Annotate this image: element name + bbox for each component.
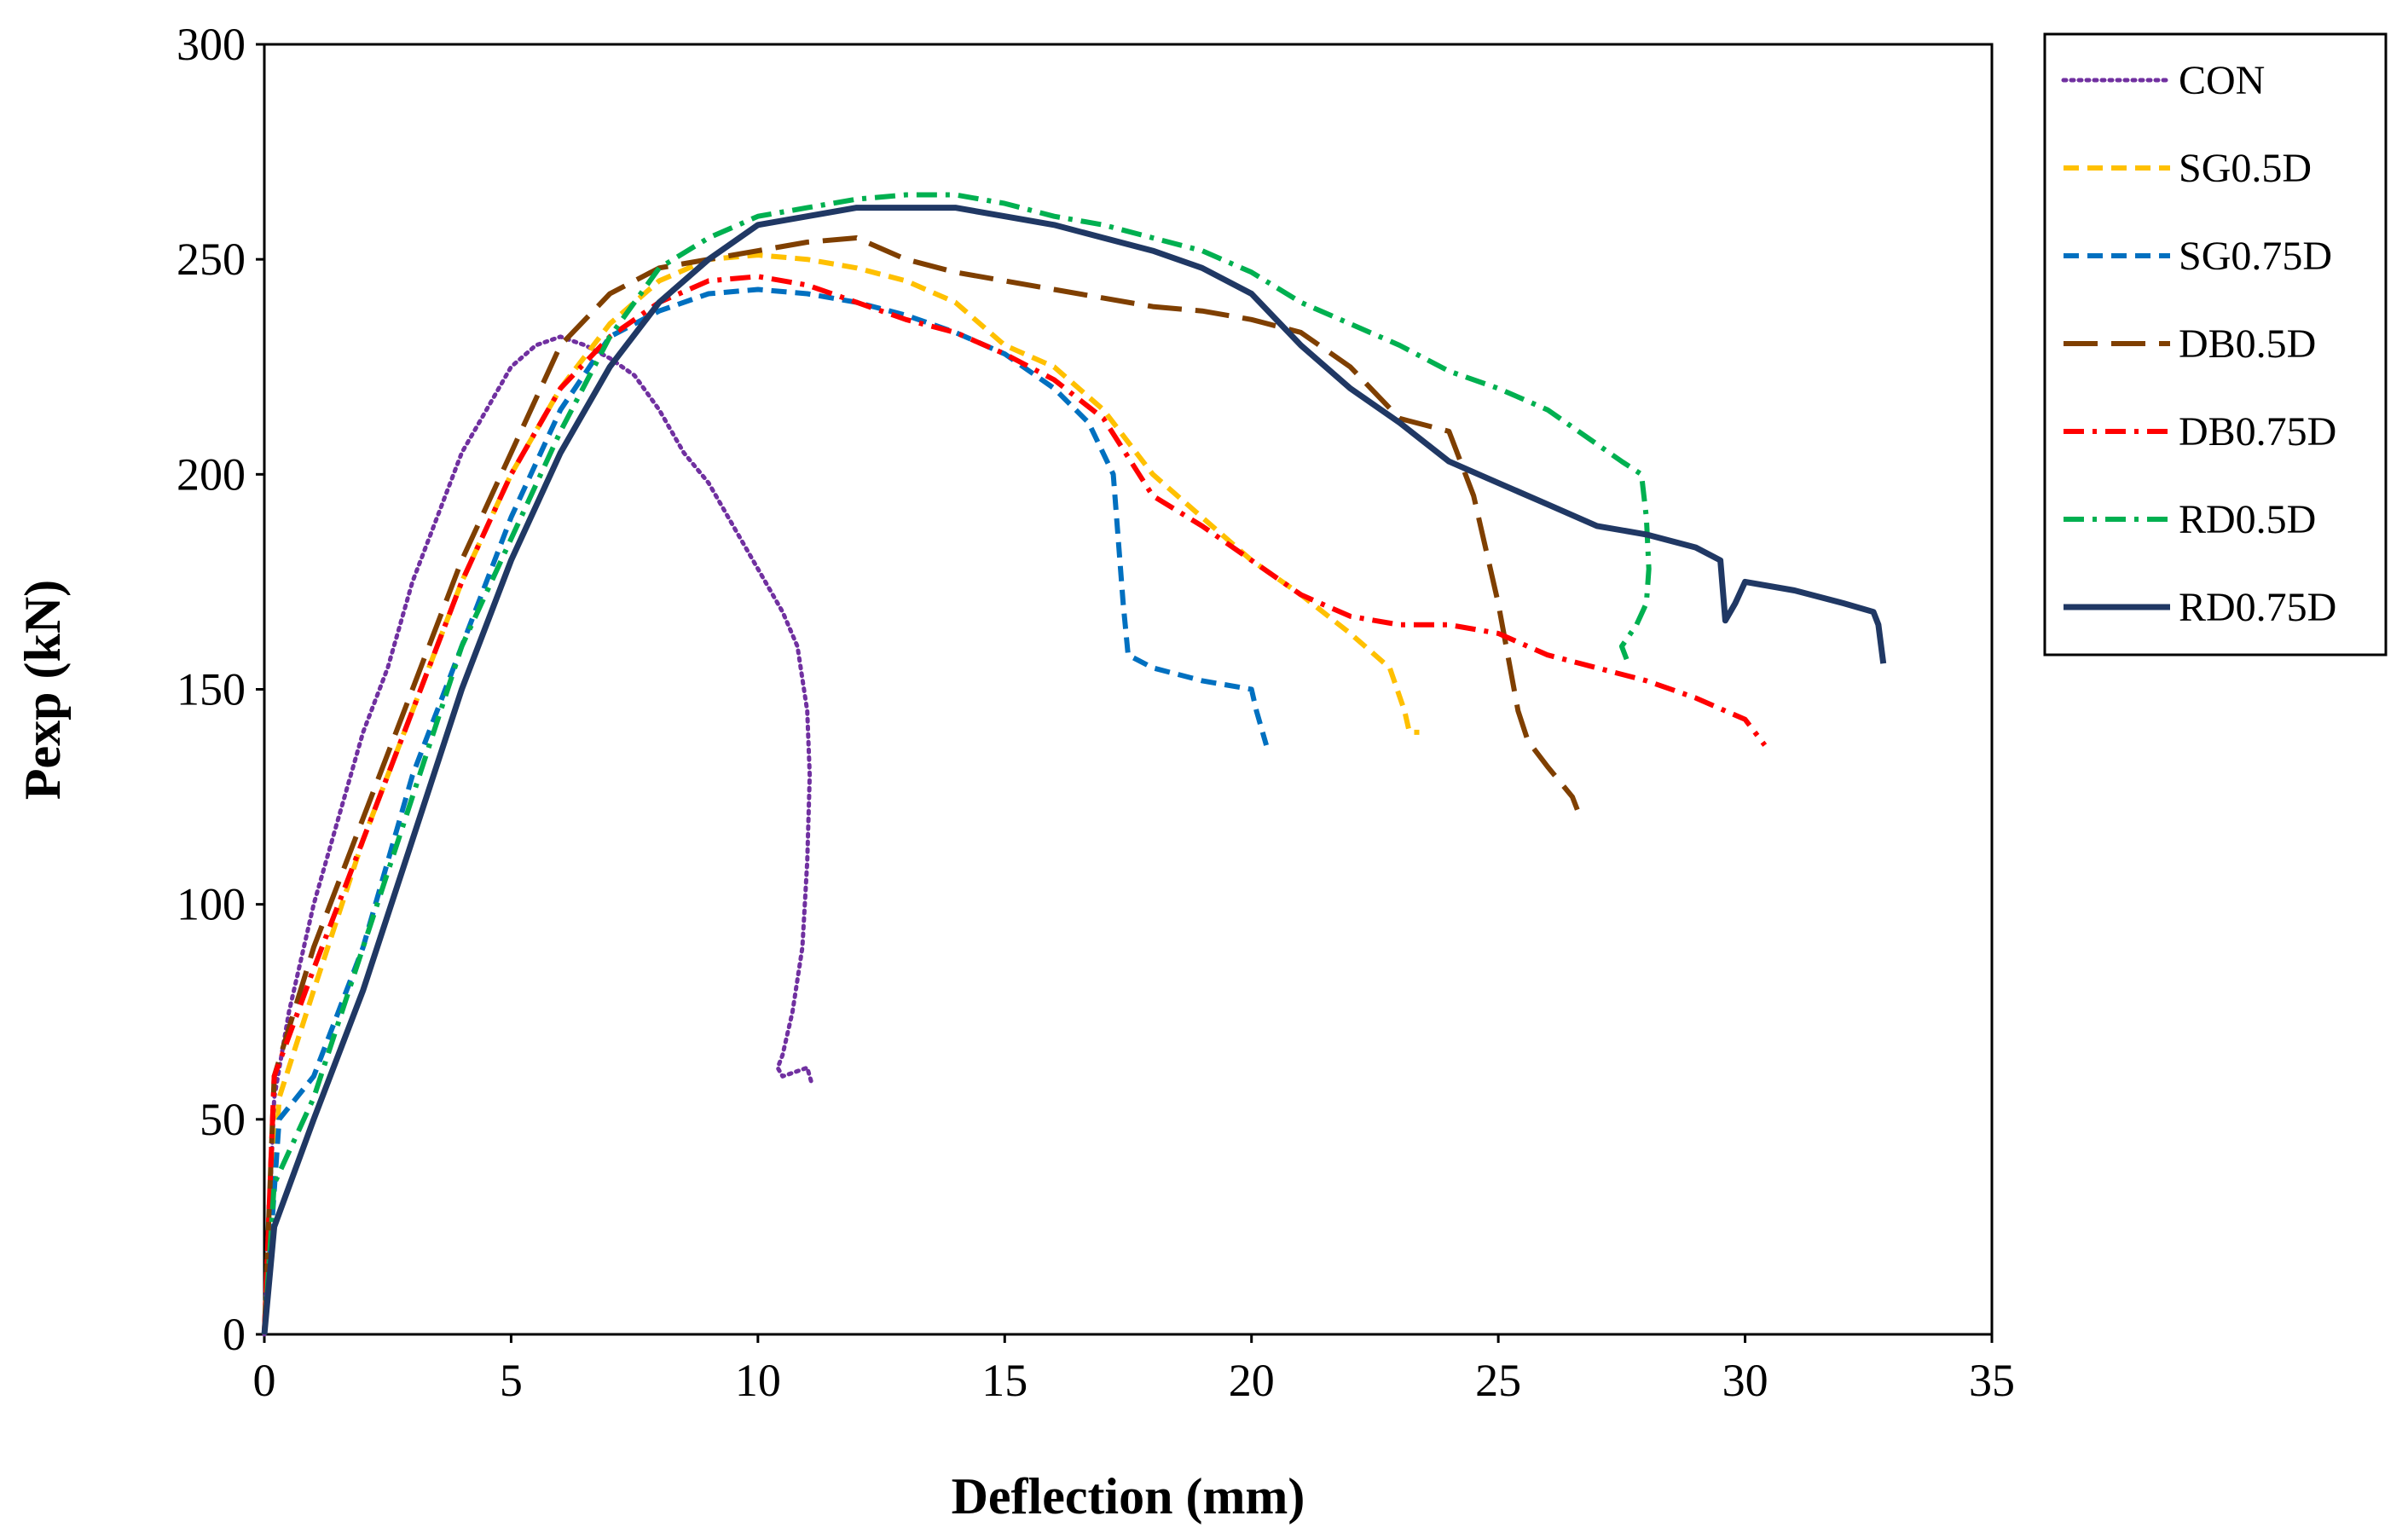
- y-tick-label: 100: [177, 879, 246, 930]
- legend-label: RD0.75D: [2179, 585, 2336, 630]
- series-line-db0-5d: [262, 235, 1580, 1335]
- axis-ticks: 0 5 10 15 20 25 30 35 0 50 100 150 200 250 300: [177, 19, 2015, 1406]
- x-tick-label: 25: [1475, 1355, 1521, 1406]
- y-tick-label: 150: [177, 664, 246, 715]
- legend-label: SG0.75D: [2179, 234, 2332, 279]
- legend-label: SG0.5D: [2179, 146, 2312, 191]
- legend-label: DB0.5D: [2179, 321, 2316, 367]
- legend-label: DB0.75D: [2179, 409, 2336, 454]
- legend: CON SG0.5D SG0.75D DB0.5D DB0.75D RD0.5D RD0.7…: [2043, 32, 2388, 657]
- series-line-con: [262, 334, 814, 1337]
- series-lines: [261, 192, 1887, 1337]
- y-tick-label: 250: [177, 234, 246, 285]
- y-tick-label: 0: [223, 1309, 246, 1360]
- x-tick-label: 30: [1722, 1355, 1768, 1406]
- x-tick-label: 0: [253, 1355, 276, 1406]
- series-line-sg0-5d: [262, 252, 1420, 1335]
- x-tick-label: 20: [1229, 1355, 1275, 1406]
- y-tick-label: 300: [177, 19, 246, 70]
- x-tick-label: 5: [500, 1355, 523, 1406]
- x-tick-label: 15: [981, 1355, 1027, 1406]
- x-tick-label: 35: [1969, 1355, 2015, 1406]
- y-tick-label: 50: [200, 1094, 246, 1145]
- y-tick-label: 200: [177, 448, 246, 500]
- legend-label: RD0.5D: [2179, 497, 2316, 542]
- y-axis-title: Pexp (kN): [14, 580, 71, 800]
- series-line-rd0-75d: [261, 205, 1887, 1335]
- x-tick-label: 10: [735, 1355, 781, 1406]
- legend-label: CON: [2179, 58, 2265, 103]
- plot-area: [263, 43, 1994, 1336]
- series-line-rd0-5d: [262, 192, 1652, 1335]
- series-line-sg0-75d: [262, 286, 1269, 1335]
- legend-box: [2043, 32, 2388, 657]
- x-axis-title: Deflection (mm): [952, 1468, 1305, 1524]
- series-line-db0-75d: [262, 274, 1768, 1335]
